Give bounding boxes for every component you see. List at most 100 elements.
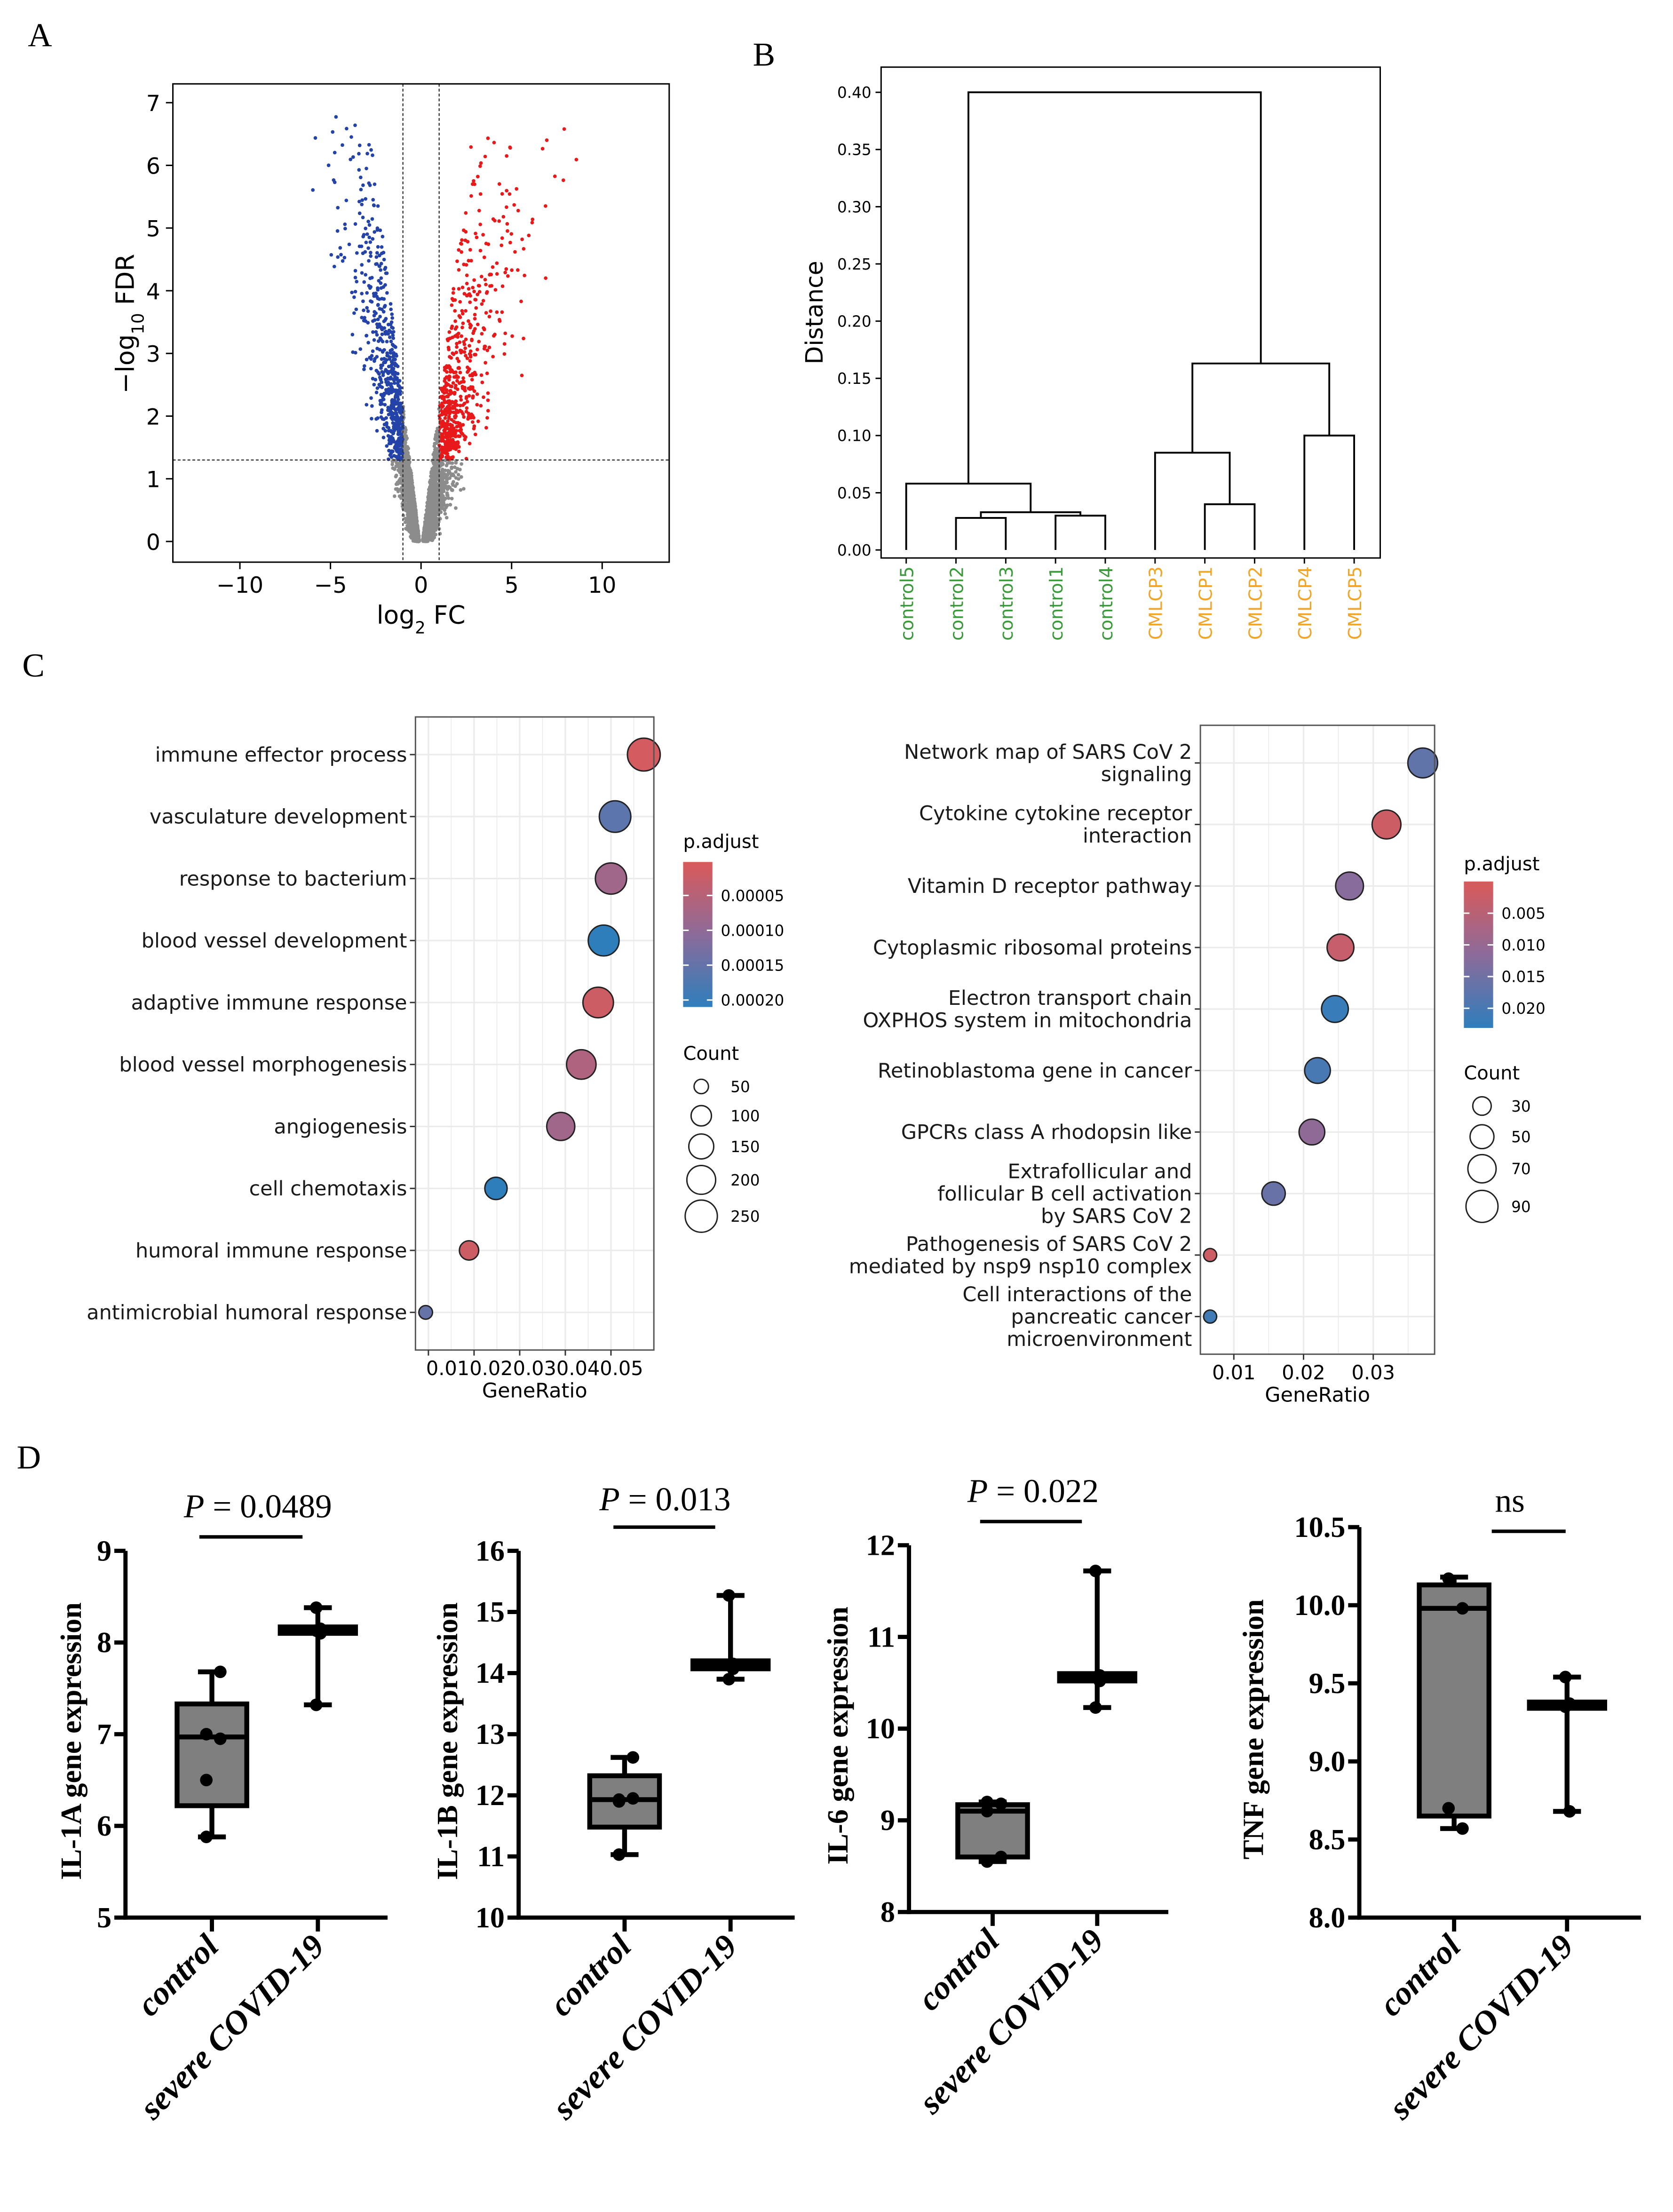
volcano-point xyxy=(389,320,394,324)
volcano-point xyxy=(394,363,398,367)
y-tick-label: 0.35 xyxy=(837,141,872,159)
volcano-point xyxy=(466,369,470,373)
volcano-point xyxy=(439,476,444,480)
volcano-point xyxy=(379,281,383,285)
volcano-point xyxy=(411,491,415,495)
term-label: vasculature development xyxy=(150,805,407,829)
volcano-point xyxy=(447,330,452,334)
volcano-point xyxy=(390,312,394,316)
volcano-point xyxy=(382,348,386,352)
volcano-point xyxy=(428,486,433,490)
volcano-point xyxy=(390,399,394,403)
volcano-point xyxy=(515,187,519,191)
volcano-point xyxy=(367,223,372,227)
term-dot xyxy=(1203,1248,1218,1263)
volcano-point xyxy=(481,233,485,237)
volcano-point xyxy=(341,143,344,147)
plot-frame xyxy=(1199,724,1435,1355)
significance-text: ns xyxy=(1495,1483,1525,1520)
volcano-point xyxy=(364,226,368,231)
volcano-point xyxy=(389,302,393,306)
volcano-point xyxy=(454,429,459,433)
volcano-point xyxy=(380,380,384,384)
significance-text: = 0.0489 xyxy=(204,1488,332,1525)
volcano-point xyxy=(445,370,449,374)
y-tick-label: 12 xyxy=(476,1780,505,1812)
dendrogram-link xyxy=(905,483,1032,550)
volcano-point xyxy=(444,425,448,429)
volcano-point xyxy=(382,393,386,398)
volcano-point xyxy=(472,389,476,393)
y-tick-label: 14 xyxy=(476,1657,505,1689)
volcano-point xyxy=(360,202,364,207)
volcano-point xyxy=(394,475,398,478)
volcano-point xyxy=(523,273,526,278)
significance-prefix: P xyxy=(599,1481,619,1518)
volcano-point xyxy=(484,426,488,430)
term-label: Cytoplasmic ribosomal proteins xyxy=(873,936,1192,960)
volcano-point xyxy=(389,349,393,353)
y-axis-label: IL-1A gene expression xyxy=(56,1602,87,1880)
volcano-point xyxy=(444,407,449,412)
volcano-point xyxy=(500,284,505,288)
volcano-point xyxy=(384,317,388,321)
volcano-point xyxy=(390,342,395,347)
volcano-point xyxy=(376,288,380,292)
x-tick-label: 0 xyxy=(414,573,428,598)
volcano-point xyxy=(448,370,452,374)
leaf-label: control3 xyxy=(996,566,1017,641)
term-dot xyxy=(484,1177,508,1201)
volcano-point xyxy=(394,389,398,392)
volcano-point xyxy=(396,401,400,405)
volcano-point xyxy=(389,410,394,414)
volcano-point xyxy=(460,326,464,329)
volcano-point xyxy=(465,273,469,278)
volcano-point xyxy=(441,479,445,483)
size-legend-label: 200 xyxy=(730,1171,760,1189)
term-dot xyxy=(1335,871,1364,901)
volcano-point xyxy=(375,294,379,299)
volcano-point xyxy=(386,371,390,375)
volcano-point xyxy=(381,436,386,439)
y-axis-label: −log10 FDR xyxy=(111,254,148,394)
volcano-point xyxy=(390,362,395,366)
volcano-point xyxy=(464,354,468,358)
volcano-point xyxy=(386,408,390,412)
volcano-point xyxy=(362,318,366,323)
volcano-point xyxy=(390,417,395,422)
volcano-point xyxy=(409,487,413,491)
volcano-point xyxy=(345,127,349,131)
volcano-point xyxy=(394,487,398,491)
volcano-point xyxy=(383,429,388,433)
volcano-point xyxy=(452,426,456,430)
volcano-point xyxy=(427,524,431,528)
volcano-point xyxy=(472,416,476,420)
volcano-point xyxy=(477,340,481,343)
panel-label-d: D xyxy=(17,1440,41,1476)
volcano-point xyxy=(349,135,353,139)
volcano-point xyxy=(505,189,509,193)
volcano-point xyxy=(503,331,507,335)
data-point xyxy=(1559,1700,1572,1713)
volcano-point xyxy=(353,290,357,294)
volcano-point xyxy=(462,350,467,354)
term-dot xyxy=(587,924,620,957)
leaf-label: CMLCP2 xyxy=(1245,566,1266,640)
category-label: control xyxy=(543,1927,638,2023)
volcano-point xyxy=(388,355,392,359)
volcano-point xyxy=(476,175,480,179)
volcano-point xyxy=(384,368,388,372)
volcano-point xyxy=(363,316,366,320)
volcano-point xyxy=(383,283,387,287)
volcano-point xyxy=(366,341,370,345)
volcano-point xyxy=(460,311,465,316)
volcano-point xyxy=(371,237,375,241)
volcano-point xyxy=(404,487,408,491)
term-label: pancreatic cancer xyxy=(1011,1305,1192,1329)
volcano-point xyxy=(476,419,480,423)
x-axis-label-part: FC xyxy=(426,600,466,629)
volcano-point xyxy=(553,174,557,178)
volcano-point xyxy=(447,404,451,407)
